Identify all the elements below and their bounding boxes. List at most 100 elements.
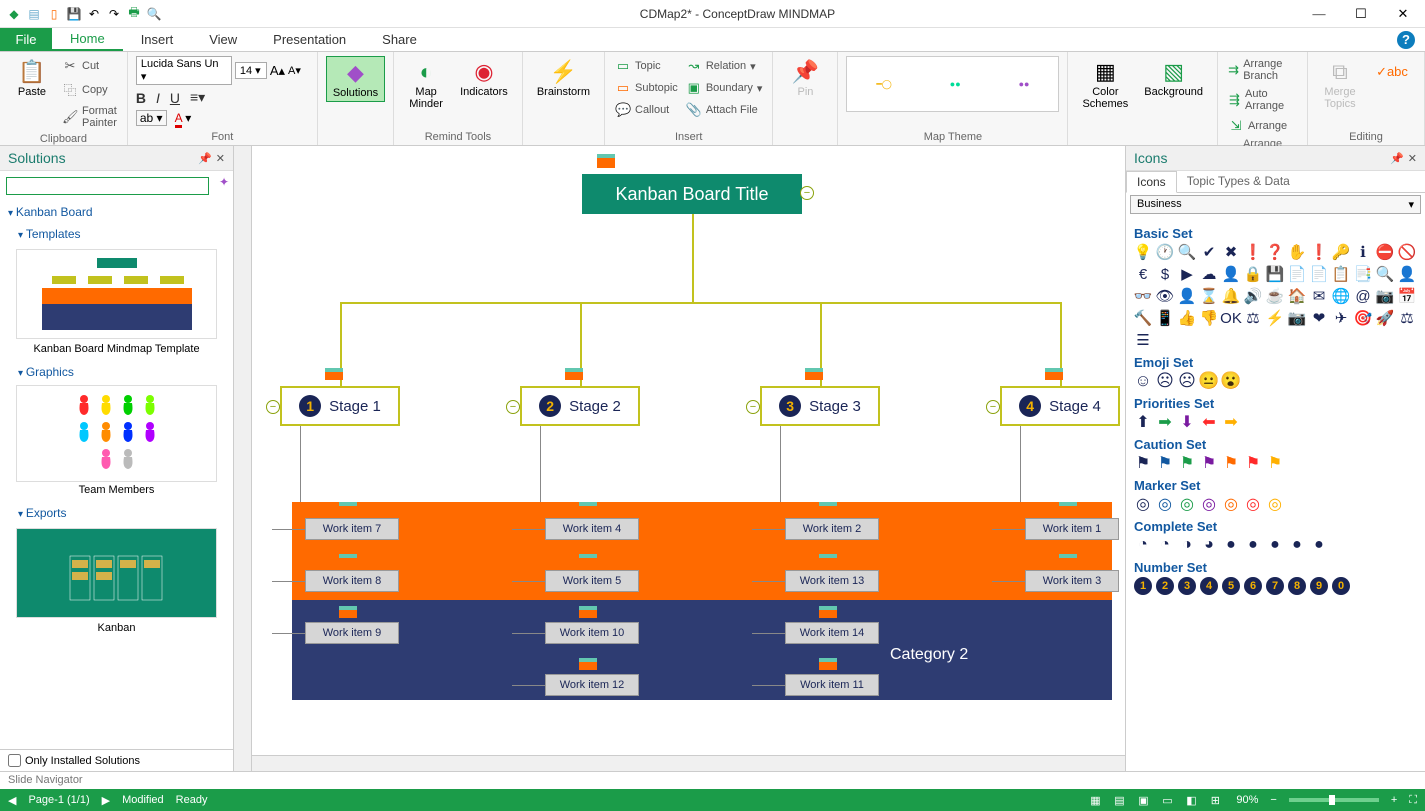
paste-button[interactable]: 📋 Paste: [8, 56, 56, 100]
work-item[interactable]: Work item 11: [785, 674, 879, 696]
italic-button[interactable]: I: [156, 90, 160, 106]
theme-gallery[interactable]: ━◯●●●●: [846, 56, 1059, 112]
basic-icon[interactable]: 🔨: [1134, 309, 1152, 327]
basic-icon[interactable]: ✖: [1222, 243, 1240, 261]
menu-tab-view[interactable]: View: [191, 28, 255, 51]
flag-icon[interactable]: ⚑: [1222, 454, 1240, 472]
collapse-stage-2[interactable]: −: [506, 400, 520, 414]
view-icon-2[interactable]: ▤: [1110, 794, 1128, 807]
slide-navigator-bar[interactable]: Slide Navigator: [0, 771, 1425, 789]
color-schemes-button[interactable]: ▦Color Schemes: [1076, 56, 1134, 112]
horizontal-scrollbar[interactable]: [252, 755, 1125, 771]
close-button[interactable]: ✕: [1391, 6, 1415, 22]
work-item[interactable]: Work item 12: [545, 674, 639, 696]
basic-icon[interactable]: 🔊: [1244, 287, 1262, 305]
work-item[interactable]: Work item 2: [785, 518, 879, 540]
minimize-button[interactable]: —: [1307, 6, 1331, 22]
abc-button[interactable]: ✓abc: [1368, 56, 1416, 88]
basic-icon[interactable]: ⚡: [1266, 309, 1284, 327]
work-item[interactable]: Work item 13: [785, 570, 879, 592]
basic-icon[interactable]: ⚖: [1244, 309, 1262, 327]
icons-close-icon[interactable]: ✕: [1408, 152, 1417, 165]
basic-icon[interactable]: ✉: [1310, 287, 1328, 305]
view-icon-3[interactable]: ▣: [1134, 794, 1152, 807]
basic-icon[interactable]: ✈: [1332, 309, 1350, 327]
flag-icon[interactable]: ⚑: [1156, 454, 1174, 472]
background-button[interactable]: ▧Background: [1138, 56, 1209, 100]
work-item[interactable]: Work item 3: [1025, 570, 1119, 592]
basic-icon[interactable]: ❗: [1310, 243, 1328, 261]
attach-file-button[interactable]: 📎Attach File: [684, 100, 765, 120]
map-minder-button[interactable]: ◐Map Minder: [402, 56, 450, 112]
basic-icon[interactable]: 👓: [1134, 287, 1152, 305]
qa-icon-3[interactable]: ▯: [46, 6, 62, 22]
flag-icon[interactable]: ⚑: [1178, 454, 1196, 472]
work-item[interactable]: Work item 10: [545, 622, 639, 644]
number-icon[interactable]: 3: [1178, 577, 1196, 595]
work-item[interactable]: Work item 9: [305, 622, 399, 644]
arrange-branch-button[interactable]: ⇉Arrange Branch: [1226, 56, 1299, 84]
qa-save-icon[interactable]: 💾: [66, 6, 82, 22]
view-icon-5[interactable]: ◧: [1182, 794, 1200, 807]
priority-icon[interactable]: ⬆: [1134, 413, 1152, 431]
basic-icon[interactable]: OK: [1222, 309, 1240, 327]
underline-button[interactable]: U: [170, 90, 180, 106]
qa-undo-icon[interactable]: ↶: [86, 6, 102, 22]
complete-icon[interactable]: ◑: [1178, 536, 1196, 554]
topic-button[interactable]: ▭Topic: [613, 56, 680, 76]
marker-icon[interactable]: ◎: [1156, 495, 1174, 513]
number-icon[interactable]: 7: [1266, 577, 1284, 595]
status-next-icon[interactable]: ▶: [102, 794, 110, 807]
menu-tab-share[interactable]: Share: [364, 28, 435, 51]
relation-button[interactable]: ↝Relation ▾: [684, 56, 765, 76]
subtopic-button[interactable]: ▭Subtopic: [613, 78, 680, 98]
file-tab[interactable]: File: [0, 28, 52, 51]
basic-icon[interactable]: 🔑: [1332, 243, 1350, 261]
basic-icon[interactable]: 🔍: [1178, 243, 1196, 261]
work-item[interactable]: Work item 8: [305, 570, 399, 592]
basic-icon[interactable]: 👤: [1178, 287, 1196, 305]
basic-icon[interactable]: ☁: [1200, 265, 1218, 283]
basic-icon[interactable]: ❤: [1310, 309, 1328, 327]
work-item[interactable]: Work item 14: [785, 622, 879, 644]
basic-icon[interactable]: ⛔: [1376, 243, 1394, 261]
basic-icon[interactable]: 👍: [1178, 309, 1196, 327]
priority-icon[interactable]: ➡: [1222, 413, 1240, 431]
view-icon-4[interactable]: ▭: [1158, 794, 1176, 807]
complete-icon[interactable]: ◔: [1134, 536, 1152, 554]
font-family-combo[interactable]: Lucida Sans Un ▾: [136, 56, 232, 85]
number-icon[interactable]: 2: [1156, 577, 1174, 595]
brainstorm-button[interactable]: ⚡Brainstorm: [531, 56, 596, 100]
qa-icon-1[interactable]: ◆: [6, 6, 22, 22]
view-icon-1[interactable]: ▦: [1086, 794, 1104, 807]
menu-tab-insert[interactable]: Insert: [123, 28, 192, 51]
font-color-button[interactable]: A ▾: [175, 111, 192, 125]
number-icon[interactable]: 5: [1222, 577, 1240, 595]
maximize-button[interactable]: ☐: [1349, 6, 1373, 22]
qa-print-icon[interactable]: 🖶: [126, 6, 142, 22]
kanban-title[interactable]: Kanban Board Title: [582, 174, 802, 214]
stage-box-3[interactable]: 3Stage 3: [760, 386, 880, 426]
cut-button[interactable]: ✂Cut: [60, 56, 119, 76]
copy-button[interactable]: ⿻Copy: [60, 78, 119, 101]
graphics-thumbnail[interactable]: [16, 385, 217, 482]
wand-icon[interactable]: ✦: [215, 171, 233, 201]
emoji-icon[interactable]: 😐: [1200, 372, 1218, 390]
basic-icon[interactable]: 🕐: [1156, 243, 1174, 261]
emoji-icon[interactable]: ☹: [1178, 372, 1196, 390]
basic-icon[interactable]: ☕: [1266, 287, 1284, 305]
basic-icon[interactable]: ⌛: [1200, 287, 1218, 305]
number-icon[interactable]: 4: [1200, 577, 1218, 595]
priority-icon[interactable]: ⬇: [1178, 413, 1196, 431]
basic-icon[interactable]: 📋: [1332, 265, 1350, 283]
auto-arrange-button[interactable]: ⇶Auto Arrange: [1226, 86, 1299, 114]
priority-icon[interactable]: ➡: [1156, 413, 1174, 431]
number-icon[interactable]: 1: [1134, 577, 1152, 595]
basic-icon[interactable]: 📑: [1354, 265, 1372, 283]
menu-tab-home[interactable]: Home: [52, 28, 123, 51]
align-button[interactable]: ≡▾: [190, 89, 205, 106]
menu-tab-presentation[interactable]: Presentation: [255, 28, 364, 51]
flag-icon[interactable]: ⚑: [1200, 454, 1218, 472]
work-item[interactable]: Work item 7: [305, 518, 399, 540]
basic-icon[interactable]: 📷: [1376, 287, 1394, 305]
